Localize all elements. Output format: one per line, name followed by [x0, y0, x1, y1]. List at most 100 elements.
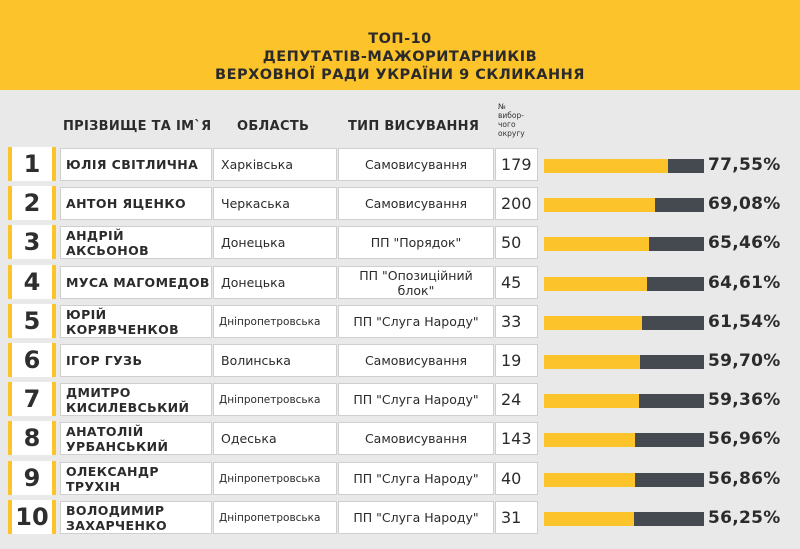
district-number: 200	[495, 187, 538, 220]
table-row: 10 ВОЛОДИМИР ЗАХАРЧЕНКО Дніпропетровська ПП…	[0, 500, 800, 537]
rank-number: 3	[12, 225, 52, 259]
result-bar	[544, 433, 635, 447]
percent-label: 56,86%	[708, 469, 781, 489]
percent-label: 59,36%	[708, 390, 781, 410]
nomination-type: ПП "Слуга Народу"	[338, 305, 494, 338]
header-okrug-line: округу	[498, 129, 525, 138]
deputy-name: МУСА МАГОМЕДОВ	[60, 266, 212, 299]
rank-number: 4	[12, 265, 52, 299]
deputy-name: ОЛЕКСАНДР ТРУХІН	[60, 462, 212, 495]
nomination-type: Самовисування	[338, 148, 494, 181]
header-type: ТИП ВИСУВАННЯ	[348, 119, 480, 134]
table-row: 8 АНАТОЛІЙ УРБАНСЬКИЙ Одеська Самовисування…	[0, 421, 800, 458]
nomination-type: ПП "Слуга Народу"	[338, 501, 494, 534]
district-number: 40	[495, 462, 538, 495]
rank-number: 5	[12, 304, 52, 338]
deputy-name: ЮЛІЯ СВІТЛИЧНА	[60, 148, 212, 181]
result-bar-track	[544, 473, 704, 487]
deputy-name: ЮРІЙ КОРЯВЧЕНКОВ	[60, 305, 212, 338]
table-row: 6 ІГОР ГУЗЬ Волинська Самовисування 19 59,70%	[0, 343, 800, 380]
deputy-name: АНТОН ЯЦЕНКО	[60, 187, 212, 220]
region-cell: Черкаська	[213, 187, 337, 220]
result-bar	[544, 355, 640, 369]
region-cell: Донецька	[213, 226, 337, 259]
result-bar-track	[544, 394, 704, 408]
deputy-name: АНДРІЙ АКСЬОНОВ	[60, 226, 212, 259]
district-number: 24	[495, 383, 538, 416]
nomination-type: Самовисування	[338, 422, 494, 455]
district-number: 143	[495, 422, 538, 455]
title-line-2: ДЕПУТАТІВ-МАЖОРИТАРНИКІВ	[262, 49, 538, 65]
region-cell: Одеська	[213, 422, 337, 455]
result-bar	[544, 277, 647, 291]
rank-number: 10	[12, 500, 52, 534]
rank-number: 1	[12, 147, 52, 181]
result-bar-track	[544, 512, 704, 526]
percent-label: 77,55%	[708, 155, 781, 175]
deputy-name: АНАТОЛІЙ УРБАНСЬКИЙ	[60, 422, 212, 455]
percent-label: 56,25%	[708, 508, 781, 528]
region-cell: Харківська	[213, 148, 337, 181]
percent-label: 56,96%	[708, 429, 781, 449]
result-bar	[544, 159, 668, 173]
table-row: 2 АНТОН ЯЦЕНКО Черкаська Самовисування 200 69…	[0, 186, 800, 223]
table-row: 3 АНДРІЙ АКСЬОНОВ Донецька ПП "Порядок" 50 65…	[0, 225, 800, 262]
percent-label: 61,54%	[708, 312, 781, 332]
rank-number: 8	[12, 421, 52, 455]
result-bar	[544, 198, 655, 212]
district-number: 45	[495, 266, 538, 299]
header-region: ОБЛАСТЬ	[237, 119, 310, 134]
rank-number: 9	[12, 461, 52, 495]
result-bar	[544, 316, 642, 330]
region-cell: Волинська	[213, 344, 337, 377]
nomination-type: ПП "Слуга Народу"	[338, 383, 494, 416]
percent-label: 65,46%	[708, 233, 781, 253]
result-bar	[544, 394, 639, 408]
region-cell: Дніпропетровська	[213, 501, 337, 534]
rank-number: 7	[12, 382, 52, 416]
nomination-type: Самовисування	[338, 344, 494, 377]
result-bar-track	[544, 198, 704, 212]
region-cell: Дніпропетровська	[213, 383, 337, 416]
header-okrug-line: чого	[498, 120, 516, 129]
rank-number: 2	[12, 186, 52, 220]
result-bar-track	[544, 277, 704, 291]
district-number: 31	[495, 501, 538, 534]
nomination-type: ПП "Опозиційний блок"	[338, 266, 494, 299]
title-line-1: ТОП-10	[368, 31, 432, 47]
title-banner	[0, 0, 800, 90]
result-bar	[544, 237, 649, 251]
district-number: 33	[495, 305, 538, 338]
table-row: 7 ДМИТРО КИСИЛЕВСЬКИЙ Дніпропетровська ПП "…	[0, 382, 800, 419]
percent-label: 69,08%	[708, 194, 781, 214]
district-number: 50	[495, 226, 538, 259]
table-row: 5 ЮРІЙ КОРЯВЧЕНКОВ Дніпропетровська ПП "Слу…	[0, 304, 800, 341]
nomination-type: ПП "Порядок"	[338, 226, 494, 259]
deputy-name: ВОЛОДИМИР ЗАХАРЧЕНКО	[60, 501, 212, 534]
region-cell: Донецька	[213, 266, 337, 299]
header-okrug-line: вибор-	[498, 111, 524, 120]
result-bar-track	[544, 159, 704, 173]
table-row: 9 ОЛЕКСАНДР ТРУХІН Дніпропетровська ПП "Слу…	[0, 461, 800, 498]
nomination-type: Самовисування	[338, 187, 494, 220]
title-line-3: ВЕРХОВНОЇ РАДИ УКРАЇНИ 9 СКЛИКАННЯ	[215, 67, 585, 83]
result-bar	[544, 473, 635, 487]
header-okrug-line: №	[498, 102, 506, 111]
result-bar-track	[544, 316, 704, 330]
percent-label: 64,61%	[708, 273, 781, 293]
nomination-type: ПП "Слуга Народу"	[338, 462, 494, 495]
result-bar-track	[544, 237, 704, 251]
rank-number: 6	[12, 343, 52, 377]
region-cell: Дніпропетровська	[213, 462, 337, 495]
district-number: 19	[495, 344, 538, 377]
district-number: 179	[495, 148, 538, 181]
region-cell: Дніпропетровська	[213, 305, 337, 338]
deputy-name: ДМИТРО КИСИЛЕВСЬКИЙ	[60, 383, 212, 416]
result-bar-track	[544, 355, 704, 369]
percent-label: 59,70%	[708, 351, 781, 371]
header-name: ПРІЗВИЩЕ ТА ІМ`Я	[63, 119, 212, 134]
table-row: 1 ЮЛІЯ СВІТЛИЧНА Харківська Самовисування 17…	[0, 147, 800, 184]
deputy-name: ІГОР ГУЗЬ	[60, 344, 212, 377]
table-row: 4 МУСА МАГОМЕДОВ Донецька ПП "Опозиційний б…	[0, 265, 800, 302]
result-bar	[544, 512, 634, 526]
